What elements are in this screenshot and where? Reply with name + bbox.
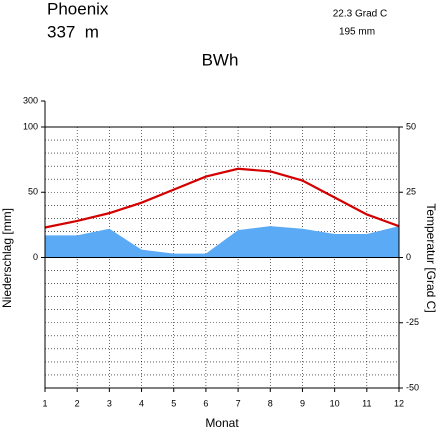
y2-axis-label: Temperatur [Grad C] (424, 203, 438, 312)
x-tick-label: 10 (330, 398, 340, 408)
station-name: Phoenix (47, 0, 109, 18)
x-tick-label: 1 (42, 398, 47, 408)
y2-tick-label: 0 (406, 252, 411, 262)
climate-class: BWh (202, 50, 239, 69)
x-tick-label: 4 (139, 398, 144, 408)
precipitation-area (45, 226, 399, 258)
x-tick-label: 7 (236, 398, 241, 408)
y2-tick-label: 25 (406, 187, 416, 197)
x-tick-label: 11 (362, 398, 371, 408)
y-tick-label: 100 (23, 121, 38, 131)
y-tick-label: 0 (33, 252, 38, 262)
y2-tick-label: -50 (406, 382, 419, 392)
elevation: 337 m (47, 22, 99, 41)
x-axis-label: Monat (205, 416, 239, 430)
x-tick-label: 8 (268, 398, 273, 408)
y2-tick-label: 50 (406, 121, 416, 131)
mean-temperature: 22.3 Grad C (333, 9, 387, 20)
y-axis-label: Niederschlag [mm] (0, 208, 14, 308)
x-tick-label: 5 (171, 398, 176, 408)
temperature-line (44, 167, 400, 229)
x-tick-label: 6 (203, 398, 208, 408)
x-tick-label: 12 (394, 398, 404, 408)
x-tick-label: 3 (107, 398, 112, 408)
x-tick-label: 2 (75, 398, 80, 408)
y-tick-label: 300 (23, 95, 38, 105)
x-tick-label: 9 (300, 398, 305, 408)
y-tick-label: 50 (28, 187, 38, 197)
annual-precipitation: 195 mm (339, 27, 375, 38)
y2-tick-label: -25 (406, 317, 419, 327)
